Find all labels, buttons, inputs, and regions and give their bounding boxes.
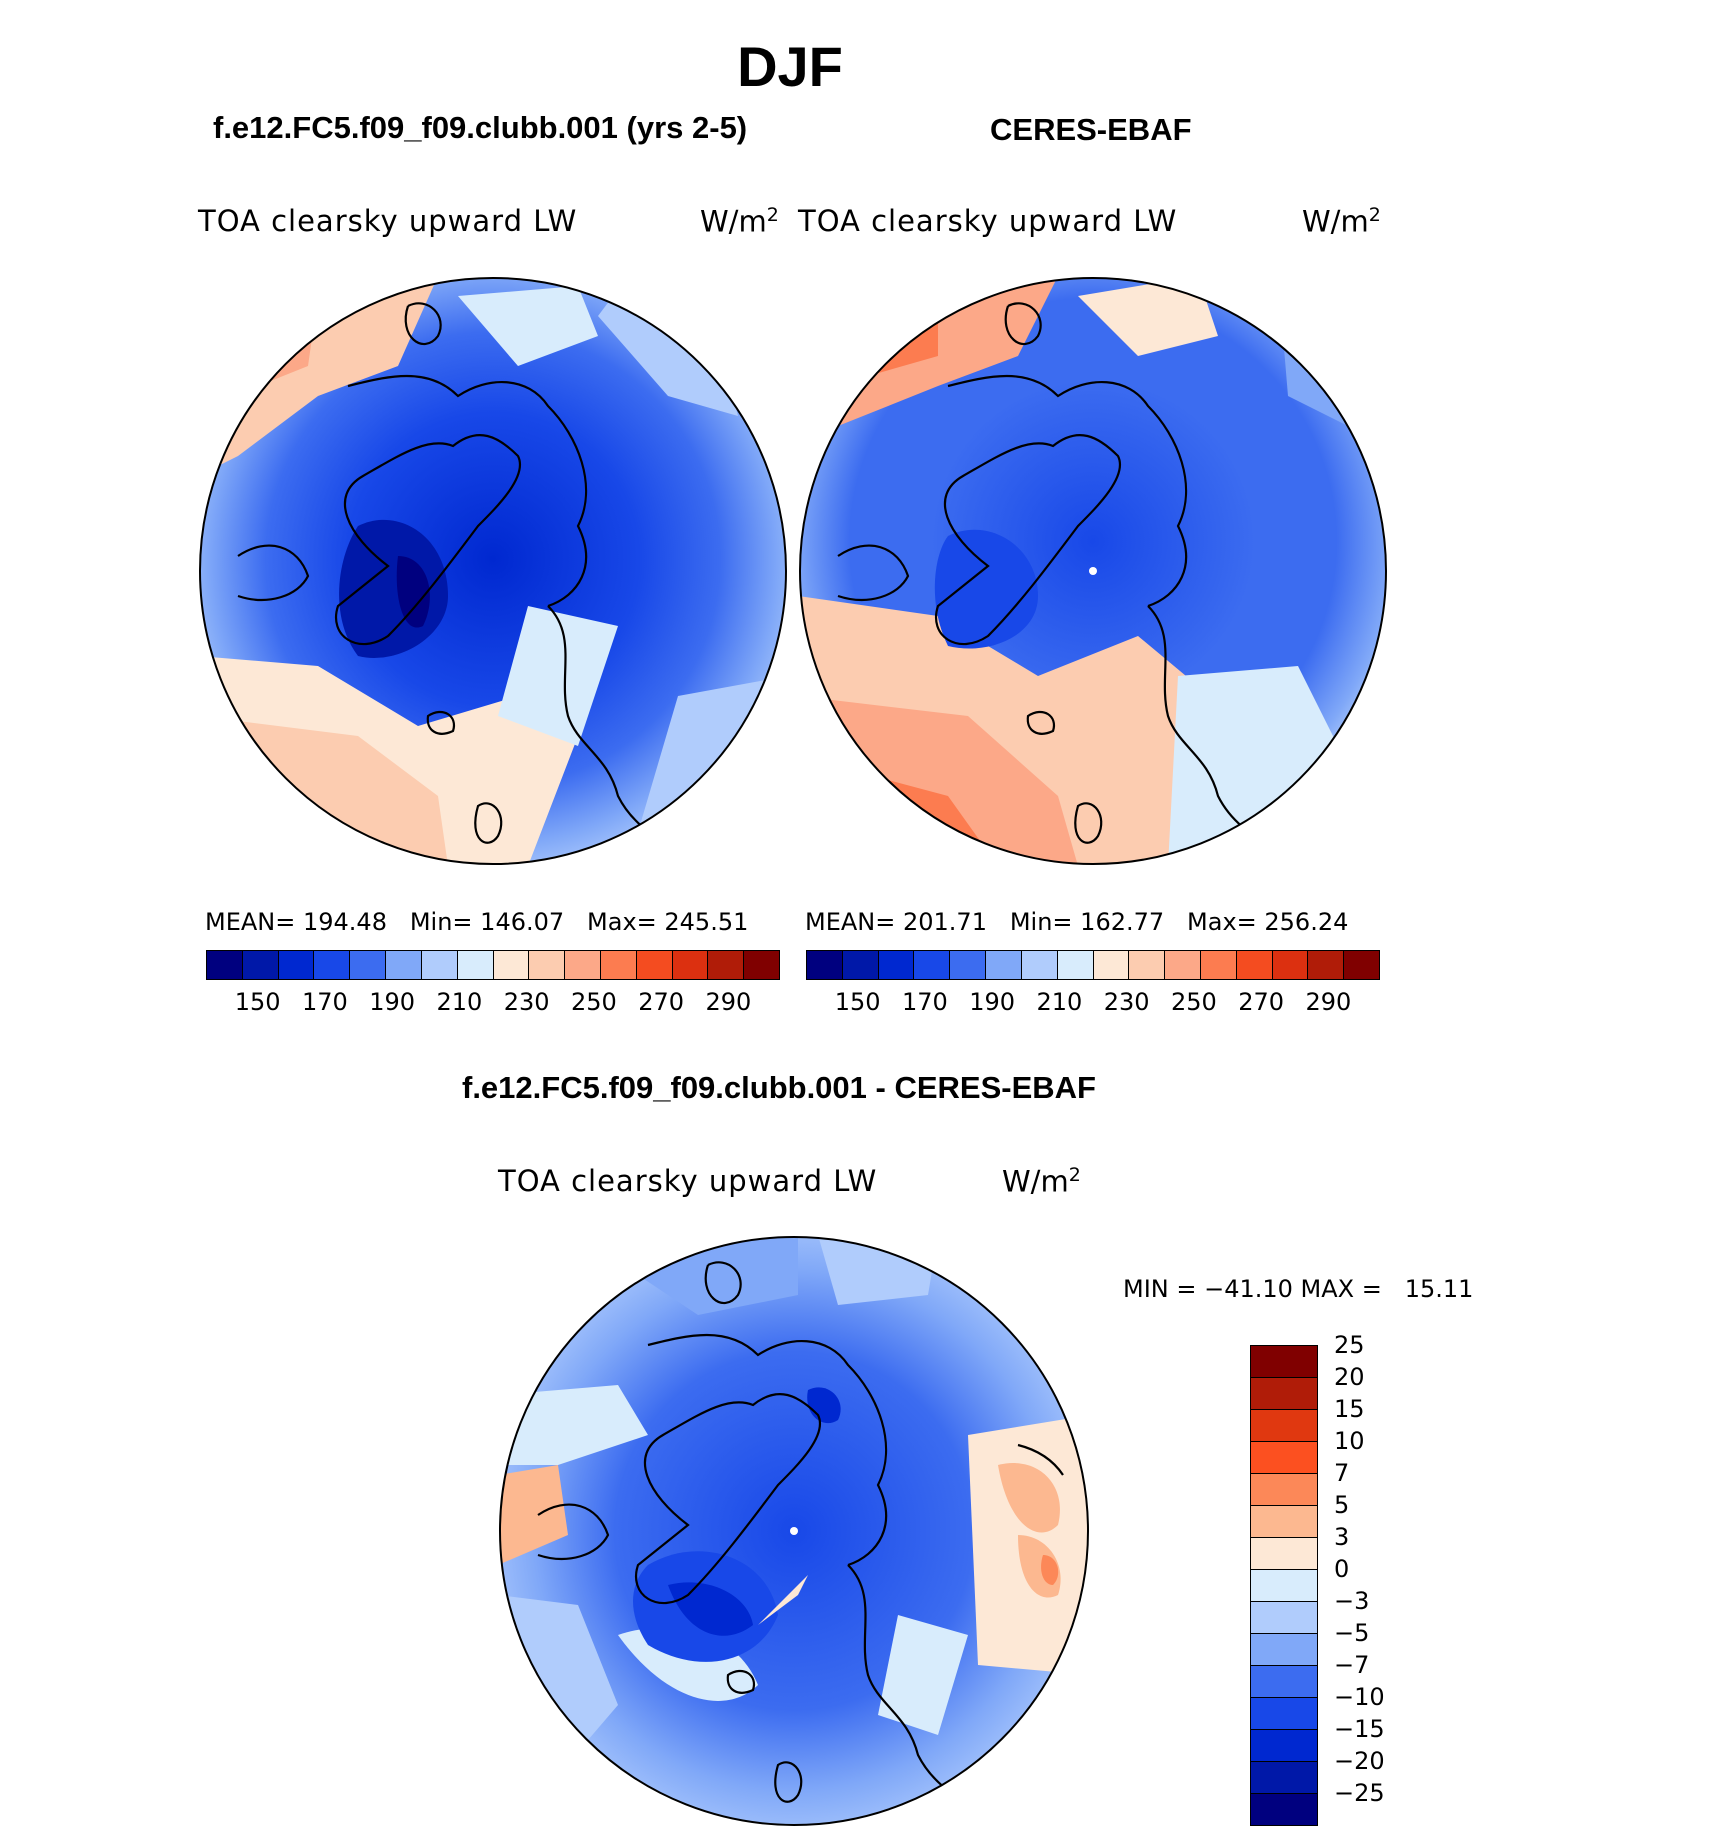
obs-colorbar: 150 170 190 210 230 250 270 290 — [806, 950, 1380, 1016]
colorbar-tick-label: −20 — [1334, 1747, 1385, 1775]
colorbar-swatch — [1251, 1409, 1317, 1441]
colorbar-swatch — [744, 951, 779, 979]
colorbar-swatch — [878, 951, 915, 979]
diff-units-label: W/m2 — [1002, 1164, 1081, 1199]
colorbar-tick-label: 270 — [1238, 988, 1285, 1016]
colorbar-tick-label: 290 — [1305, 988, 1352, 1016]
colorbar-swatch — [1251, 1665, 1317, 1697]
diff-colorbar-ticks: −25 −20 −15 −10 −7 −5 −3 0 3 5 7 10 15 20 25 — [1334, 1331, 1444, 1825]
colorbar-tick-label: 3 — [1334, 1523, 1350, 1551]
colorbar-tick-label: 150 — [234, 988, 281, 1016]
colorbar-swatch — [1251, 1346, 1317, 1377]
colorbar-tick-label: 250 — [1170, 988, 1217, 1016]
colorbar-swatch — [207, 951, 243, 979]
colorbar-tick-label: 150 — [834, 988, 881, 1016]
colorbar-swatch — [1251, 1377, 1317, 1409]
colorbar-swatch — [565, 951, 601, 979]
colorbar-swatch — [986, 951, 1022, 979]
colorbar-swatch — [529, 951, 566, 979]
season-title: DJF — [737, 35, 843, 98]
colorbar-tick-label: 5 — [1334, 1491, 1350, 1519]
colorbar-swatch — [386, 951, 422, 979]
colorbar-swatch — [457, 951, 494, 979]
colorbar-tick-label: 25 — [1334, 1331, 1365, 1359]
colorbar-swatch — [1251, 1633, 1317, 1665]
colorbar-tick-label: −25 — [1334, 1779, 1385, 1807]
model-variable-label: TOA clearsky upward LW — [198, 204, 578, 238]
colorbar-swatch — [600, 951, 637, 979]
colorbar-tick-label: 190 — [369, 988, 416, 1016]
colorbar-swatch — [807, 951, 843, 979]
colorbar-tick-label: 10 — [1334, 1427, 1365, 1455]
colorbar-tick-label: 20 — [1334, 1363, 1365, 1391]
diff-polar-map — [499, 1236, 1089, 1826]
diff-colorbar — [1250, 1345, 1318, 1826]
colorbar-swatch — [1251, 1729, 1317, 1761]
colorbar-swatch — [278, 951, 315, 979]
colorbar-swatch — [314, 951, 351, 979]
colorbar-swatch — [636, 951, 673, 979]
colorbar-swatch — [493, 951, 530, 979]
model-polar-map — [199, 277, 787, 865]
colorbar-swatch — [1251, 1473, 1317, 1505]
model-colorbar: 150 170 190 210 230 250 270 290 — [206, 950, 780, 1016]
colorbar-tick-label: 0 — [1334, 1555, 1350, 1583]
colorbar-tick-label: 230 — [1103, 988, 1150, 1016]
colorbar-swatch — [1251, 1601, 1317, 1633]
colorbar-tick-label: 230 — [503, 988, 550, 1016]
colorbar-tick-label: 210 — [436, 988, 483, 1016]
obs-units-label: W/m2 — [1302, 204, 1381, 239]
colorbar-swatch — [1236, 951, 1273, 979]
obs-panel-title: CERES-EBAF — [990, 112, 1192, 147]
colorbar-tick-label: −15 — [1334, 1715, 1385, 1743]
colorbar-swatch — [1251, 1761, 1317, 1793]
colorbar-swatch — [1165, 951, 1201, 979]
colorbar-tick-label: 250 — [570, 988, 617, 1016]
colorbar-swatch — [1021, 951, 1058, 979]
colorbar-swatch — [842, 951, 879, 979]
colorbar-swatch — [1251, 1537, 1317, 1569]
colorbar-swatch — [242, 951, 279, 979]
colorbar-swatch — [1251, 1505, 1317, 1537]
colorbar-tick-label: 7 — [1334, 1459, 1350, 1487]
colorbar-swatch — [708, 951, 745, 979]
colorbar-tick-label: −3 — [1334, 1587, 1370, 1615]
colorbar-tick-label: 170 — [901, 988, 948, 1016]
colorbar-swatch — [914, 951, 951, 979]
diff-panel-title: f.e12.FC5.f09_f09.clubb.001 - CERES-EBAF — [462, 1070, 1096, 1105]
obs-polar-map — [799, 277, 1387, 865]
colorbar-tick-label: 290 — [705, 988, 752, 1016]
colorbar-swatch — [1251, 1697, 1317, 1729]
colorbar-swatch — [1344, 951, 1379, 979]
colorbar-swatch — [1251, 1569, 1317, 1601]
colorbar-swatch — [1272, 951, 1309, 979]
colorbar-swatch — [1251, 1793, 1317, 1825]
colorbar-swatch — [950, 951, 987, 979]
colorbar-swatch — [421, 951, 458, 979]
colorbar-swatch — [350, 951, 387, 979]
diff-variable-label: TOA clearsky upward LW — [498, 1164, 878, 1198]
colorbar-tick-label: 190 — [969, 988, 1016, 1016]
diff-stats: MIN = −41.10 MAX = 15.11 — [1123, 1275, 1474, 1303]
model-panel-title: f.e12.FC5.f09_f09.clubb.001 (yrs 2-5) — [213, 110, 748, 145]
colorbar-swatch — [1200, 951, 1237, 979]
colorbar-swatch — [1129, 951, 1166, 979]
model-units-label: W/m2 — [700, 204, 779, 239]
colorbar-swatch — [1308, 951, 1345, 979]
colorbar-swatch — [1251, 1441, 1317, 1473]
colorbar-tick-label: 15 — [1334, 1395, 1365, 1423]
colorbar-swatch — [1093, 951, 1130, 979]
colorbar-tick-label: 210 — [1036, 988, 1083, 1016]
colorbar-tick-label: 270 — [638, 988, 685, 1016]
colorbar-swatch — [1057, 951, 1094, 979]
obs-variable-label: TOA clearsky upward LW — [798, 204, 1178, 238]
colorbar-tick-label: −10 — [1334, 1683, 1385, 1711]
model-stats: MEAN= 194.48 Min= 146.07 Max= 245.51 — [205, 908, 749, 936]
colorbar-swatch — [672, 951, 709, 979]
colorbar-tick-label: 170 — [301, 988, 348, 1016]
obs-stats: MEAN= 201.71 Min= 162.77 Max= 256.24 — [805, 908, 1349, 936]
colorbar-tick-label: −5 — [1334, 1619, 1370, 1647]
colorbar-tick-label: −7 — [1334, 1651, 1370, 1679]
